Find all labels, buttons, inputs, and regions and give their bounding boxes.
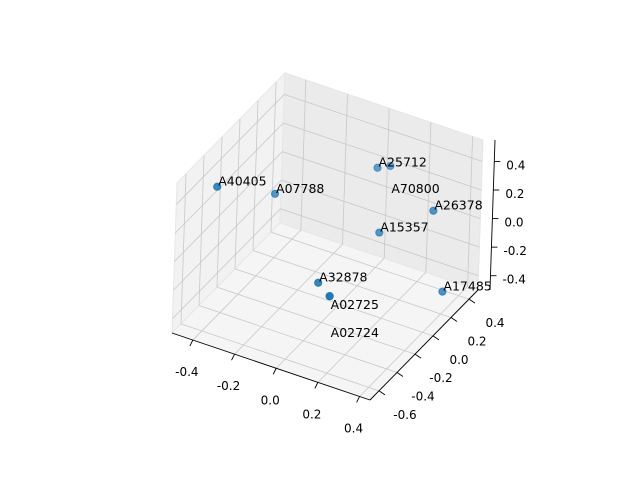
point-label: A25712	[379, 155, 427, 170]
z-tick-label: 0.4	[506, 158, 525, 172]
grid-x-back	[467, 136, 473, 287]
grid-y-floor	[234, 268, 434, 337]
point-label: A26378	[434, 198, 482, 213]
grid-x-back	[342, 94, 348, 245]
data-points	[213, 161, 447, 301]
grid-y-left	[234, 118, 241, 269]
point-label: A40405	[218, 174, 266, 189]
y-tick-mark	[378, 390, 386, 396]
axis-lines	[171, 139, 501, 403]
z-tick-label: -0.2	[503, 244, 526, 258]
x-tick-label: -0.4	[175, 365, 198, 379]
grid-z-left	[175, 122, 284, 234]
point-label: A17485	[443, 279, 491, 294]
x-tick-mark	[272, 368, 277, 375]
x-tick-mark	[356, 396, 360, 403]
data-point	[373, 163, 382, 172]
grid-x-floor	[317, 272, 427, 383]
x-tick-label: -0.2	[217, 379, 240, 393]
y-tick-mark	[396, 372, 404, 377]
grid-y-left	[270, 82, 277, 233]
data-point	[375, 228, 384, 237]
grid-y-left	[180, 173, 187, 324]
point-label: A15357	[380, 220, 428, 235]
y-tick-label: 0.4	[485, 316, 504, 330]
data-point	[429, 206, 438, 215]
grid-z-back	[282, 151, 481, 219]
grid-y-floor	[270, 231, 470, 300]
grid-z-left	[173, 179, 282, 291]
y-tick-mark	[432, 335, 440, 341]
grid-x-back	[383, 108, 390, 259]
point-label: A02724	[331, 325, 379, 340]
grid-y-floor	[252, 250, 452, 318]
x-tick-label: 0.0	[261, 393, 280, 407]
data-point	[386, 161, 395, 171]
grid-y-left	[252, 100, 259, 251]
y-tick-mark	[414, 353, 422, 359]
x-tick-mark	[231, 353, 235, 361]
y-tick-label: -0.6	[393, 408, 416, 422]
data-point	[314, 278, 323, 287]
grid-y-floor	[216, 286, 416, 355]
x-axis-line	[171, 332, 371, 401]
grid-x-floor	[275, 257, 385, 369]
point-label: A32878	[319, 270, 367, 285]
data-point	[270, 189, 280, 198]
grid-x-floor	[192, 229, 302, 341]
grid-x-back	[425, 122, 432, 273]
y-tick-mark	[450, 317, 458, 322]
x-tick-label: 0.4	[344, 421, 363, 435]
point-label: A02725	[331, 297, 379, 312]
grid-z-back	[284, 94, 483, 162]
y-axis-line	[369, 289, 479, 401]
z-tick-label: -0.4	[502, 273, 525, 287]
y-tick-label: -0.4	[411, 390, 434, 404]
point-label: A70800	[391, 181, 439, 196]
grid-x-floor	[234, 243, 343, 355]
z-tick-label: 0.0	[504, 216, 523, 230]
grid-z-back	[283, 122, 482, 191]
data-point	[325, 292, 334, 301]
z-axis-line	[489, 139, 496, 291]
x-tick-mark	[314, 382, 319, 389]
point-label: A07788	[276, 181, 324, 196]
grid-z-left	[172, 208, 281, 319]
grid-y-floor	[198, 305, 398, 373]
z-tick-label: 0.2	[505, 187, 524, 201]
data-point	[438, 287, 447, 296]
y-tick-label: -0.2	[429, 371, 452, 385]
y-tick-label: 0.2	[467, 335, 486, 349]
grid-lines	[172, 80, 483, 397]
point-labels: A40405 A07788 A25712 A70800 A26378 A15357 A328…	[218, 155, 492, 340]
x-tick-mark	[189, 339, 194, 347]
grid-z-back	[281, 179, 480, 248]
y-tick-mark	[468, 298, 476, 304]
x-tick-label: 0.2	[302, 407, 321, 421]
tick-labels: -0.4 -0.2 0.0 0.2 0.4 -0.6 -0.4 -0.2 0.0 0.2 0.4 -0…	[175, 158, 527, 435]
grid-y-left	[198, 155, 205, 306]
y-tick-label: 0.0	[449, 353, 468, 367]
grid-y-floor	[180, 323, 380, 392]
grid-z-left	[174, 151, 283, 262]
grid-z-back	[280, 208, 479, 277]
grid-x-floor	[359, 286, 468, 397]
grid-z-left	[176, 94, 285, 205]
data-point	[213, 182, 222, 191]
grid-y-left	[216, 137, 223, 288]
grid-x-back	[300, 80, 307, 231]
